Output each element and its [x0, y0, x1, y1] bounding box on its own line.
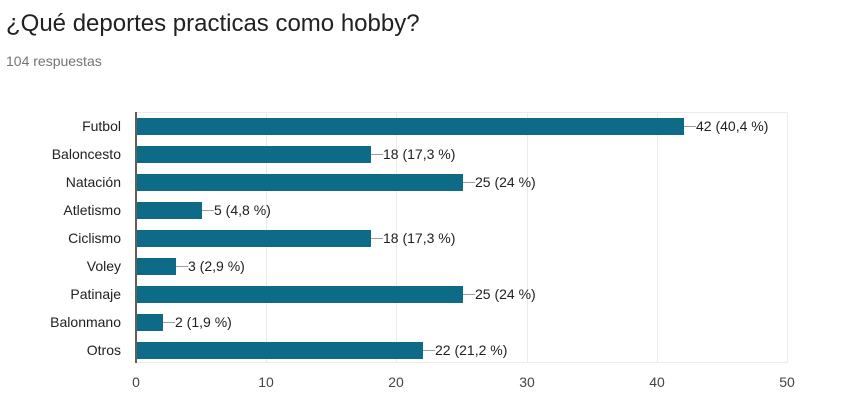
gridline-vertical	[527, 112, 528, 363]
bar-atletismo[interactable]	[137, 202, 202, 219]
bar-voley[interactable]	[137, 258, 176, 275]
value-label: 25 (24 %)	[475, 286, 536, 302]
bar-ciclismo[interactable]	[137, 230, 371, 247]
bar-balonmano[interactable]	[137, 314, 163, 331]
category-label: Atletismo	[63, 202, 121, 218]
response-count: 104 respuestas	[6, 53, 102, 69]
bar-nataci-n[interactable]	[137, 174, 463, 191]
x-tick-label: 50	[779, 374, 795, 390]
category-label: Baloncesto	[51, 146, 121, 162]
value-label: 18 (17,3 %)	[383, 146, 456, 162]
value-leader-line	[202, 210, 214, 211]
value-leader-line	[684, 126, 696, 127]
category-label: Ciclismo	[68, 230, 121, 246]
x-tick-label: 0	[132, 374, 140, 390]
gridline-vertical	[657, 112, 658, 363]
value-leader-line	[371, 154, 383, 155]
category-label: Balonmano	[50, 314, 121, 330]
gridline-vertical	[787, 112, 788, 363]
value-leader-line	[163, 322, 175, 323]
value-label: 22 (21,2 %)	[435, 342, 508, 358]
question-title: ¿Qué deportes practicas como hobby?	[6, 10, 420, 37]
x-tick-label: 20	[388, 374, 404, 390]
value-label: 3 (2,9 %)	[188, 258, 245, 274]
bar-patinaje[interactable]	[137, 286, 463, 303]
value-label: 42 (40,4 %)	[696, 118, 769, 134]
bar-baloncesto[interactable]	[137, 146, 371, 163]
gridline-vertical	[396, 112, 397, 363]
value-leader-line	[371, 238, 383, 239]
category-label: Otros	[86, 342, 121, 358]
bar-otros[interactable]	[137, 342, 423, 359]
gridline-bottom	[136, 362, 787, 363]
value-leader-line	[463, 294, 475, 295]
value-leader-line	[176, 266, 188, 267]
value-label: 2 (1,9 %)	[175, 314, 232, 330]
gridline-top	[136, 112, 787, 113]
value-label: 25 (24 %)	[475, 174, 536, 190]
category-label: Patinaje	[70, 286, 121, 302]
bar-futbol[interactable]	[137, 118, 684, 135]
x-tick-label: 30	[519, 374, 535, 390]
value-label: 18 (17,3 %)	[383, 230, 456, 246]
y-axis-line	[135, 112, 137, 363]
value-leader-line	[423, 350, 435, 351]
x-tick-label: 40	[649, 374, 665, 390]
x-tick-label: 10	[258, 374, 274, 390]
category-label: Futbol	[82, 118, 121, 134]
category-label: Natación	[65, 174, 121, 190]
value-label: 5 (4,8 %)	[214, 202, 271, 218]
value-leader-line	[463, 182, 475, 183]
category-label: Voley	[86, 258, 121, 274]
